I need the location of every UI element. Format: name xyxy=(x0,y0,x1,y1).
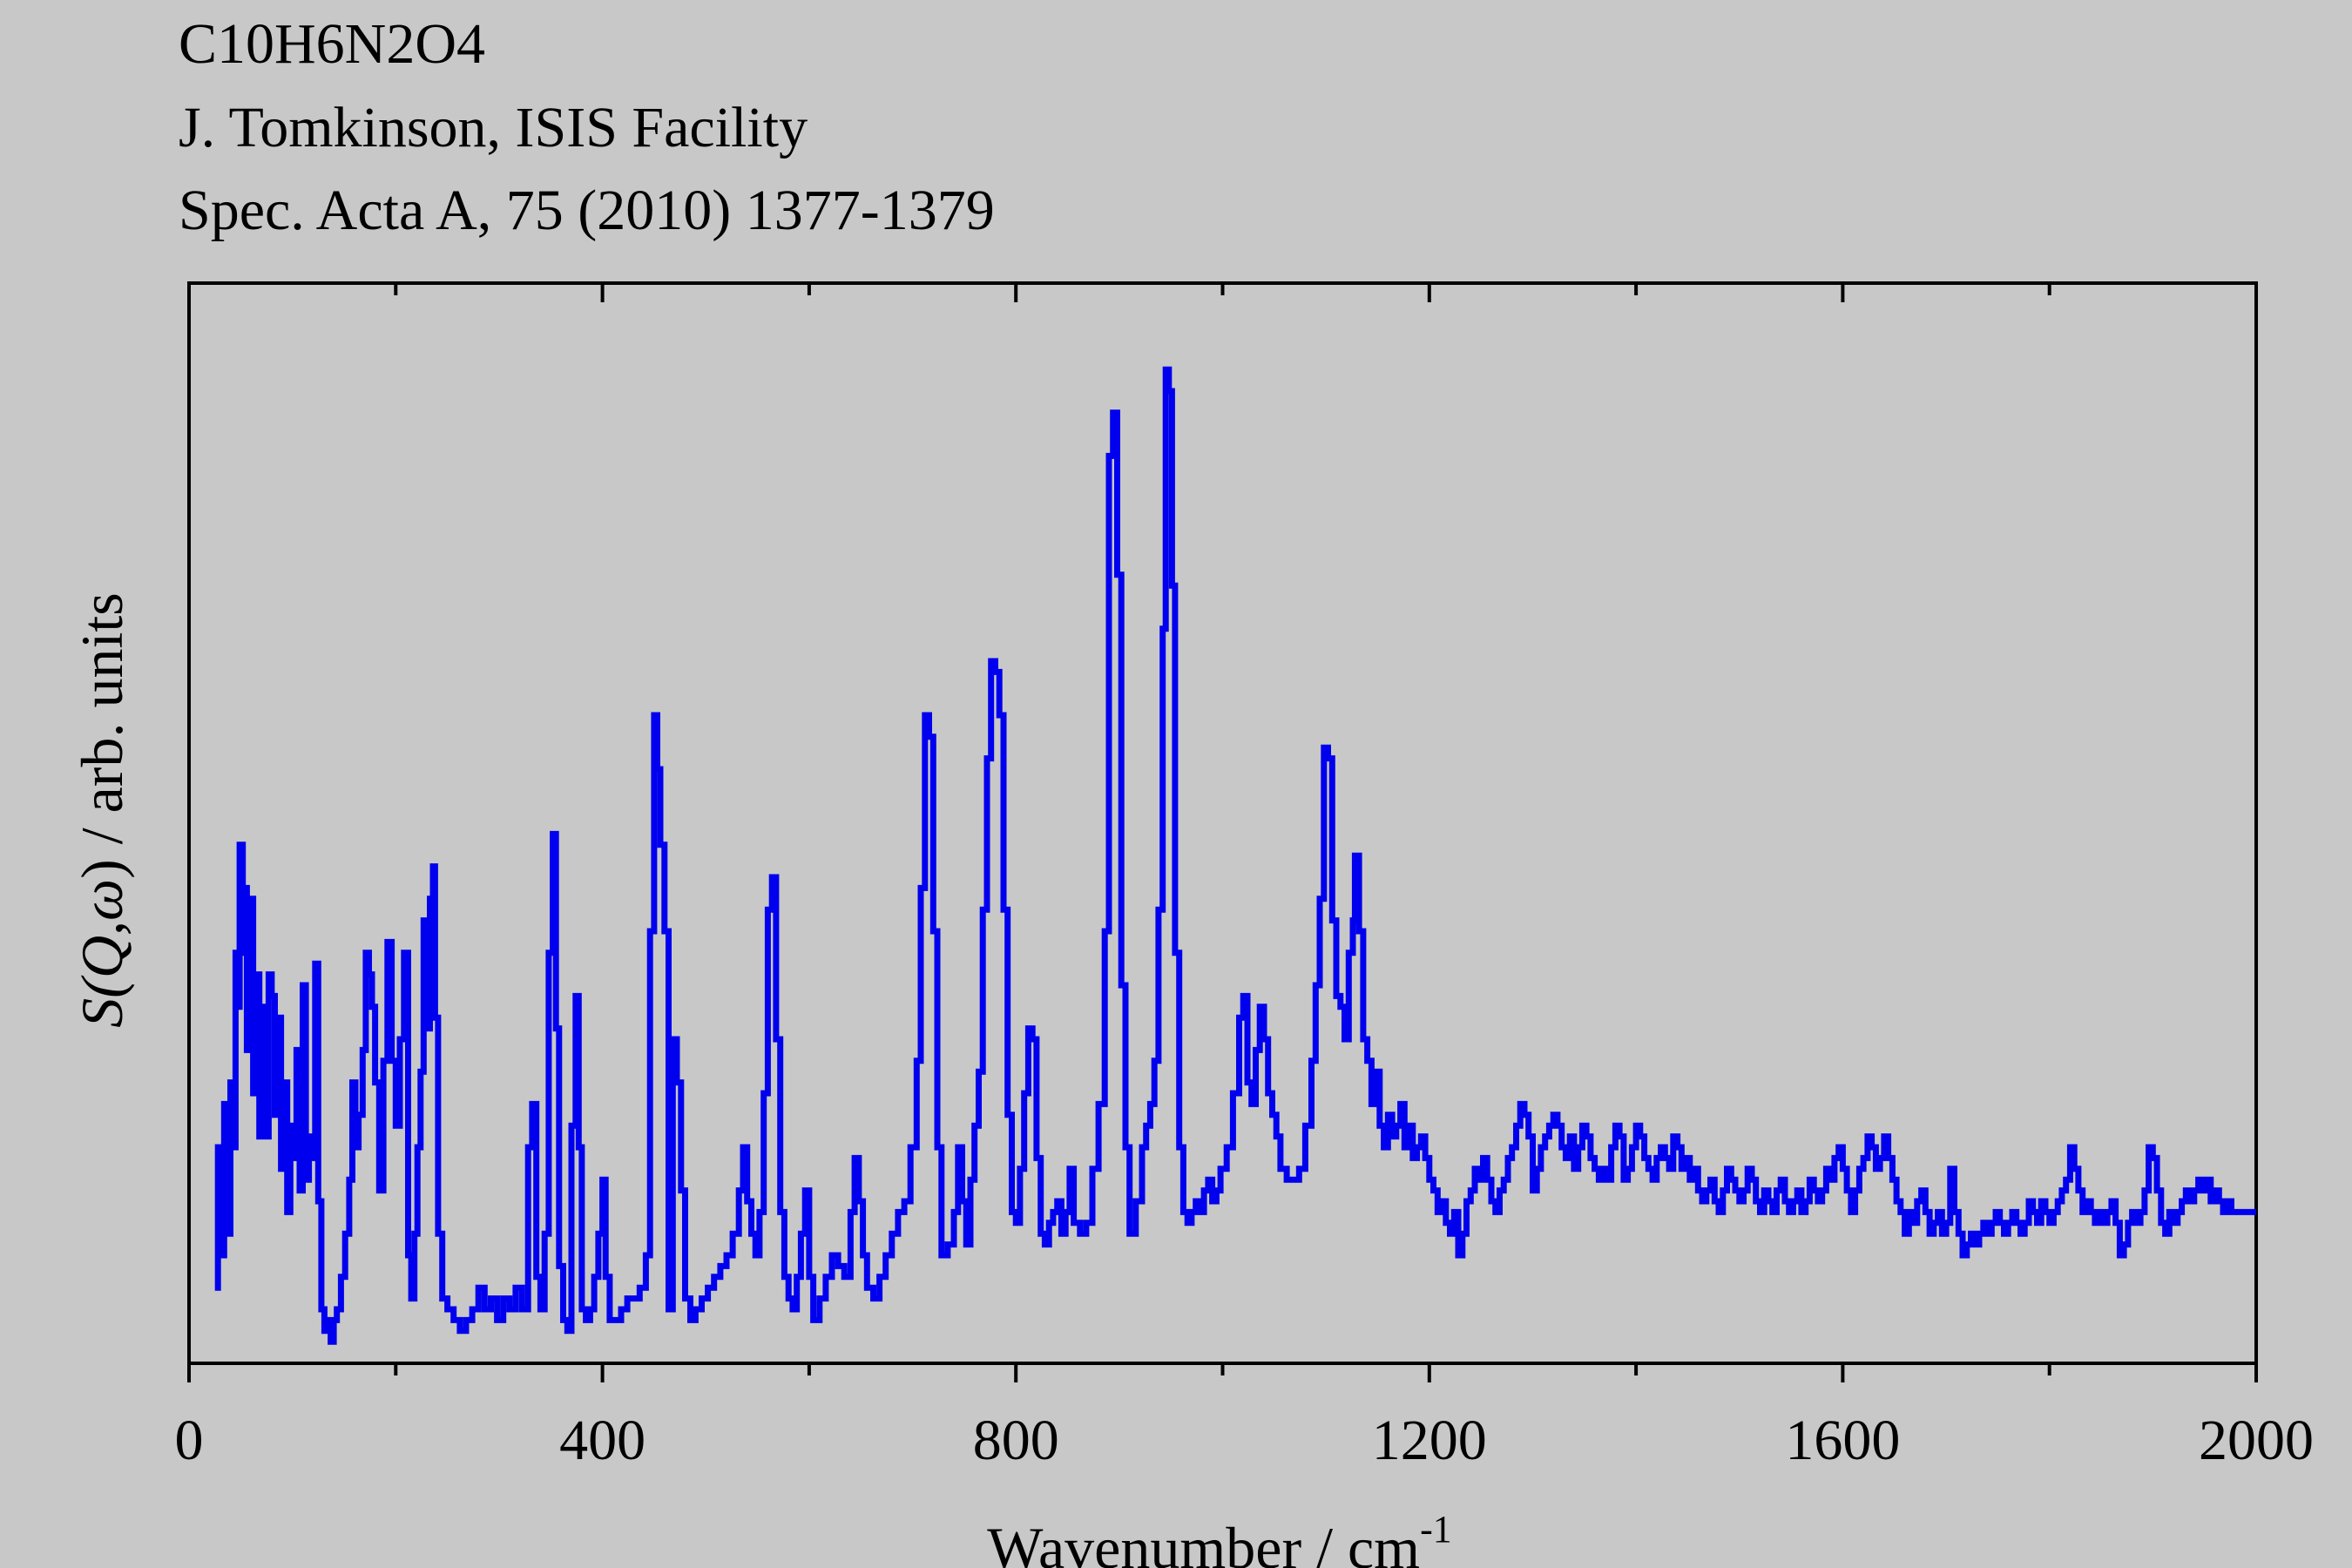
formula-label: C10H6N2O4 xyxy=(179,12,485,76)
x-tick-label: 0 xyxy=(175,1409,204,1472)
spectrum-series-line xyxy=(214,366,2256,1345)
y-axis-label: S(Q,ω) / arb. units xyxy=(69,592,135,1027)
x-tick-label: 800 xyxy=(973,1409,1059,1472)
plot-frame xyxy=(187,281,2258,1365)
reference-label: Spec. Acta A, 75 (2010) 1377-1379 xyxy=(179,179,995,242)
chart-header: C10H6N2O4 J. Tomkinson, ISIS Facility Sp… xyxy=(179,12,995,242)
y-axis-label-italic: Q,ω xyxy=(69,879,135,978)
x-tick-label: 1600 xyxy=(1785,1409,1900,1472)
x-axis-label-text: Wavenumber / cm xyxy=(987,1515,1420,1568)
x-axis-tick-labels: 0 400 800 1200 1600 2000 xyxy=(175,1409,2315,1472)
x-tick-label: 1200 xyxy=(1372,1409,1487,1472)
x-axis-label: Wavenumber / cm-1 xyxy=(987,1508,1451,1568)
x-tick-label: 2000 xyxy=(2199,1409,2314,1472)
x-axis-ticks xyxy=(187,283,2258,1382)
author-label: J. Tomkinson, ISIS Facility xyxy=(179,96,808,159)
x-axis-label-superscript: -1 xyxy=(1420,1508,1452,1551)
y-axis-label-suffix: ) / arb. units xyxy=(69,592,135,879)
plot-area xyxy=(187,281,2258,1365)
x-tick-label: 400 xyxy=(559,1409,645,1472)
y-axis-label-prefix: S( xyxy=(69,975,135,1028)
